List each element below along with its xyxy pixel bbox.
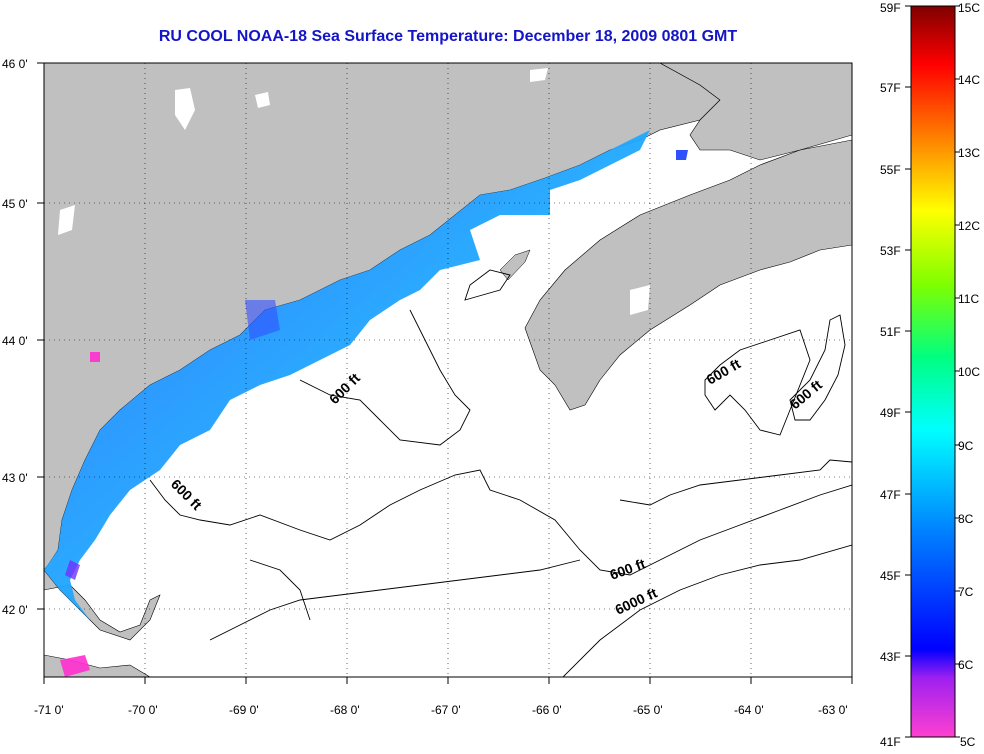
colorbar-c-label: 6C — [958, 658, 974, 672]
sst-coastal-band — [44, 130, 650, 630]
colorbar-c-label: 9C — [958, 439, 974, 453]
lon-tick-label: -67 0' — [431, 703, 461, 717]
colorbar-c-label: 11C — [958, 292, 979, 306]
colorbar-f-label: 51F — [880, 325, 901, 339]
lat-tick-label: 42 0' — [2, 603, 28, 617]
colorbar-c-label: 14C — [958, 73, 980, 87]
lon-labels: -71 0' -70 0' -69 0' -68 0' -67 0' -66 0… — [34, 703, 848, 717]
map-title: RU COOL NOAA-18 Sea Surface Temperature:… — [158, 28, 738, 45]
lon-tick-label: -71 0' — [34, 703, 64, 717]
lon-tick-label: -69 0' — [229, 703, 259, 717]
colorbar-c-label: 8C — [958, 512, 974, 526]
colorbar-f-label: 47F — [880, 488, 901, 502]
colorbar-c-label: 5C — [960, 735, 976, 749]
land-new-brunswick — [659, 63, 852, 161]
lon-tick-label: -68 0' — [330, 703, 360, 717]
colorbar-gradient — [910, 5, 956, 738]
colorbar-f-label: 53F — [880, 244, 901, 258]
colorbar-f-label: 45F — [880, 569, 901, 583]
colorbar-c-label: 10C — [958, 365, 980, 379]
lat-labels: 42 0' 43 0' 44 0' 45 0' 46 0' — [2, 57, 28, 617]
land-nova-scotia — [524, 139, 852, 411]
lon-tick-label: -63 0' — [818, 703, 848, 717]
colorbar-f-label: 43F — [880, 650, 901, 664]
colorbar-f-label: 55F — [880, 163, 901, 177]
colorbar-f-label: 49F — [880, 406, 901, 420]
lon-tick-label: -70 0' — [128, 703, 158, 717]
colorbar-c-label: 13C — [958, 146, 980, 160]
lon-tick-label: -65 0' — [633, 703, 663, 717]
lat-tick-label: 43 0' — [2, 471, 28, 485]
lat-tick-label: 45 0' — [2, 197, 28, 211]
colorbar-c-label: 12C — [958, 219, 980, 233]
axis-ticks — [37, 62, 853, 684]
lat-tick-label: 46 0' — [2, 57, 28, 71]
lat-tick-label: 44 0' — [2, 334, 28, 348]
colorbar-f-label: 57F — [880, 81, 901, 95]
lon-tick-label: -66 0' — [532, 703, 562, 717]
colorbar-c-label: 7C — [958, 585, 974, 599]
bathymetry-contours — [149, 269, 852, 677]
colorbar-c-label: 15C — [958, 1, 980, 15]
colorbar-ticks — [905, 5, 960, 738]
colorbar-f-label: 41F — [880, 735, 901, 749]
colorbar: 59F 57F 55F 53F 51F 49F 47F 45F 43F 41F … — [880, 1, 980, 749]
land-cape-cod — [44, 569, 161, 641]
lon-tick-label: -64 0' — [734, 703, 764, 717]
colorbar-f-label: 59F — [880, 1, 901, 15]
